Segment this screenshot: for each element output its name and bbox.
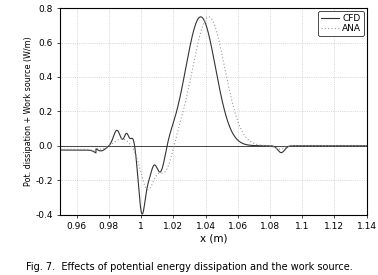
ANA bbox=[206, 15, 211, 18]
ANA bbox=[58, 148, 63, 151]
X-axis label: x (m): x (m) bbox=[200, 234, 227, 244]
CFD bbox=[176, 104, 180, 108]
CFD bbox=[364, 144, 369, 147]
CFD bbox=[58, 148, 63, 152]
CFD bbox=[93, 151, 98, 154]
CFD bbox=[189, 39, 194, 42]
Y-axis label: Pot. dissipation + Work source (W/m): Pot. dissipation + Work source (W/m) bbox=[23, 37, 33, 186]
ANA bbox=[146, 188, 150, 191]
ANA bbox=[176, 129, 180, 132]
CFD bbox=[325, 144, 330, 147]
ANA bbox=[359, 144, 363, 147]
CFD bbox=[359, 144, 363, 147]
Line: ANA: ANA bbox=[60, 17, 367, 190]
Text: Fig. 7.  Effects of potential energy dissipation and the work source.: Fig. 7. Effects of potential energy diss… bbox=[26, 262, 352, 272]
ANA bbox=[93, 150, 98, 153]
CFD bbox=[111, 134, 116, 138]
CFD bbox=[140, 212, 144, 216]
Line: CFD: CFD bbox=[60, 17, 367, 214]
ANA bbox=[111, 141, 116, 144]
ANA bbox=[325, 144, 330, 147]
ANA bbox=[189, 73, 194, 77]
CFD bbox=[198, 15, 203, 18]
Legend: CFD, ANA: CFD, ANA bbox=[318, 11, 364, 36]
ANA bbox=[364, 144, 369, 147]
